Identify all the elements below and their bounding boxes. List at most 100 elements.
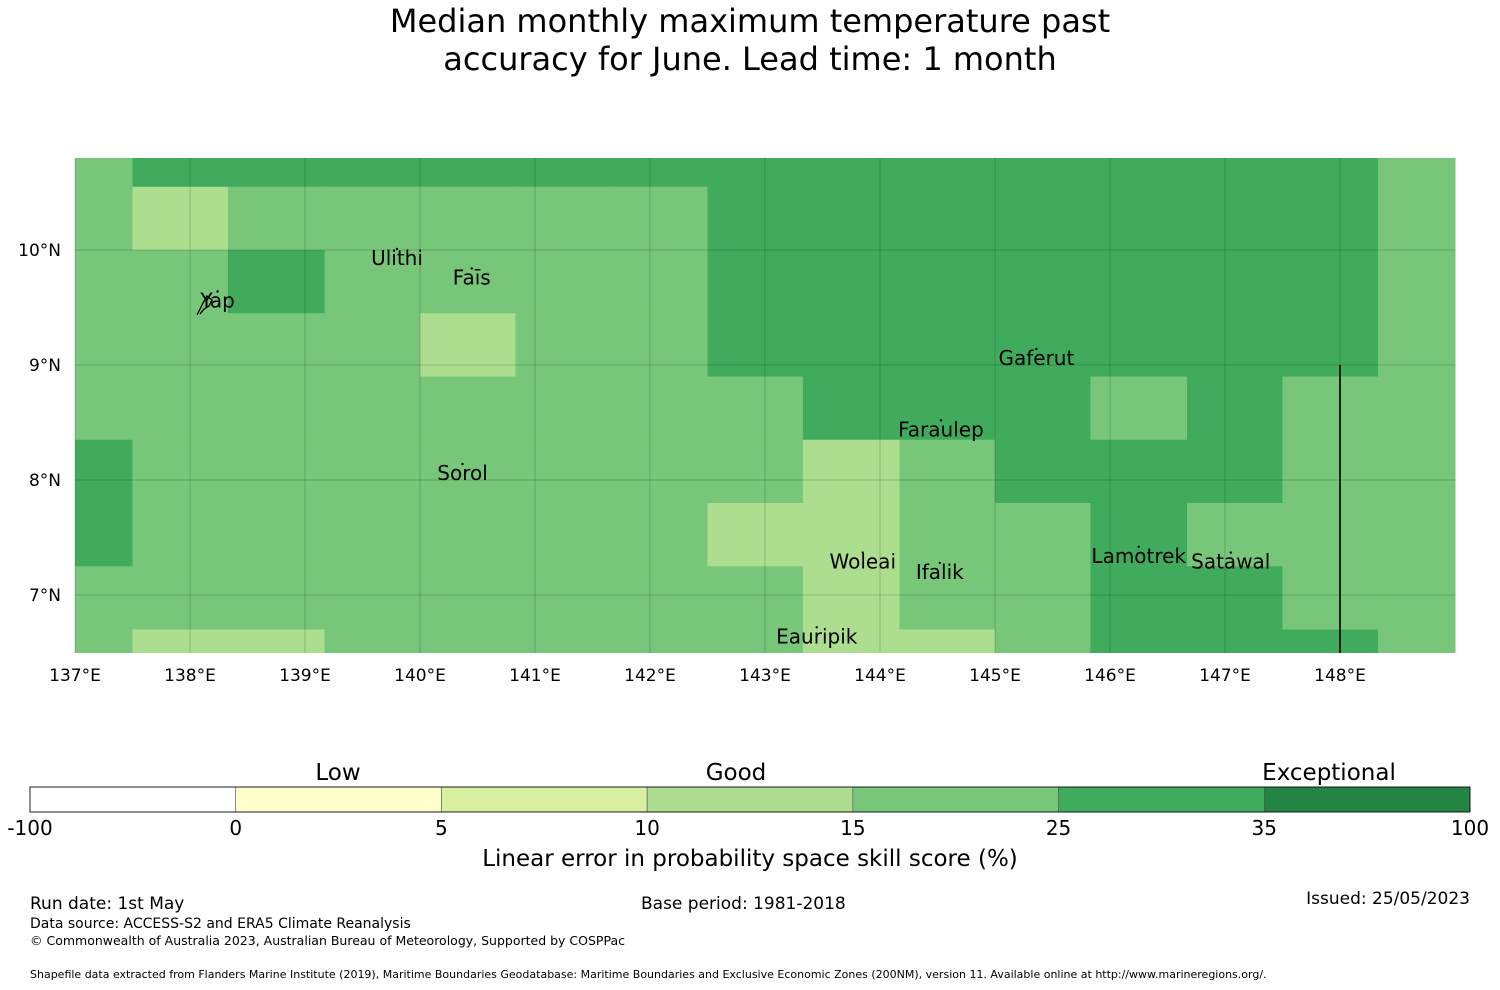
grid-cell (612, 503, 708, 567)
island-marker (1035, 347, 1038, 351)
grid-cell (132, 503, 229, 567)
grid-cell (612, 158, 708, 188)
place-label: Eauripik (776, 624, 858, 648)
grid-cell (1090, 629, 1188, 653)
grid-cell (420, 250, 516, 314)
grid-cell (899, 313, 996, 377)
grid-cell (1377, 566, 1456, 630)
grid-cell (1377, 186, 1456, 251)
grid-cell (1377, 629, 1456, 653)
colorbar-axis-label: Linear error in probability space skill … (482, 846, 1018, 872)
grid-cell (1282, 566, 1379, 630)
grid-cell (1282, 250, 1379, 314)
lat-tick-label: 7°N (29, 586, 61, 606)
grid-cell (899, 158, 996, 188)
lat-tick-label: 9°N (29, 356, 61, 376)
island-marker (470, 267, 473, 270)
grid-cell (1282, 376, 1379, 441)
lon-tick-label: 146°E (1084, 666, 1136, 686)
grid-cell (420, 376, 516, 441)
chart-title: Median monthly maximum temperature past … (0, 2, 1500, 78)
grid-cell (75, 566, 133, 630)
base-period: Base period: 1981-2018 (641, 894, 846, 914)
colorbar-tick-label: 15 (840, 816, 866, 840)
lat-tick-label: 10°N (18, 241, 61, 261)
place-label: Satawal (1191, 550, 1270, 574)
grid-cell (707, 158, 804, 188)
grid-cell (75, 439, 133, 504)
place-label: Faīs (453, 266, 491, 290)
grid-cell (802, 629, 901, 653)
place-label: Woleai (829, 550, 896, 574)
grid-cell (515, 503, 613, 567)
grid-cell (1090, 439, 1188, 504)
grid-cell (1090, 566, 1188, 630)
place-label: Lamotrek (1091, 544, 1186, 568)
grid-cell (1377, 158, 1456, 188)
grid-cell (995, 186, 1091, 251)
grid-cell (612, 629, 708, 653)
grid-cell (515, 186, 613, 251)
grid-cell (995, 158, 1091, 188)
grid-cell (515, 158, 613, 188)
grid-cell (707, 250, 804, 314)
grid-cell (75, 186, 133, 251)
place-label: Faraulep (898, 417, 984, 441)
island-marker (395, 247, 399, 251)
colorbar-segment (441, 786, 648, 813)
grid-cell (324, 158, 421, 188)
grid-cell (707, 566, 804, 630)
grid-cell (612, 439, 708, 504)
grid-cell (1377, 439, 1456, 504)
island-marker (815, 626, 818, 629)
grid-cell (1090, 503, 1188, 567)
colorbar-low-label: Low (315, 760, 361, 786)
colorbar (29, 786, 1471, 813)
grid-cell (995, 250, 1091, 314)
grid-cell (1377, 313, 1456, 377)
colorbar-exceptional-label: Exceptional (1262, 760, 1396, 786)
grid-cell (1090, 158, 1188, 188)
grid-cell (1282, 313, 1379, 377)
grid-cell (1090, 376, 1188, 441)
grid-cell (802, 186, 901, 251)
grid-cell (899, 376, 996, 441)
grid-cell (995, 439, 1091, 504)
grid-cell (227, 158, 326, 188)
grid-cell (227, 313, 326, 377)
grid-cell (132, 566, 229, 630)
copyright: © Commonwealth of Australia 2023, Austra… (30, 933, 625, 948)
grid-cell (707, 376, 804, 441)
grid-cell (515, 439, 613, 504)
grid-cell (1377, 376, 1456, 441)
grid-cell (995, 566, 1091, 630)
grid-cell (324, 186, 421, 251)
title-line-1: Median monthly maximum temperature past (389, 2, 1111, 40)
grid-cell (802, 158, 901, 188)
place-label: Ifalik (916, 560, 964, 584)
grid-cell (1282, 439, 1379, 504)
issued-date: Issued: 25/05/2023 (1306, 889, 1470, 909)
grid-cell (612, 376, 708, 441)
grid-cell (899, 439, 996, 504)
grid-cell (1282, 186, 1379, 251)
grid-cell (1377, 503, 1456, 567)
grid-cell (227, 566, 326, 630)
colorbar-segment (29, 786, 237, 813)
grid-cell (802, 503, 901, 567)
grid-cell (1187, 158, 1283, 188)
grid-cell (707, 629, 804, 653)
grid-cell (324, 566, 421, 630)
grid-cell (132, 250, 229, 314)
lon-tick-label: 147°E (1199, 666, 1251, 686)
colorbar-frame (29, 786, 1471, 813)
grid-cell (1187, 376, 1283, 441)
grid-cell (75, 629, 133, 653)
colorbar-tick-label: 5 (435, 816, 448, 840)
colorbar-good-label: Good (705, 760, 767, 786)
shapefile-credit: Shapefile data extracted from Flanders M… (30, 968, 1267, 981)
grid-cell (1187, 629, 1283, 653)
grid-cell (1187, 313, 1283, 377)
